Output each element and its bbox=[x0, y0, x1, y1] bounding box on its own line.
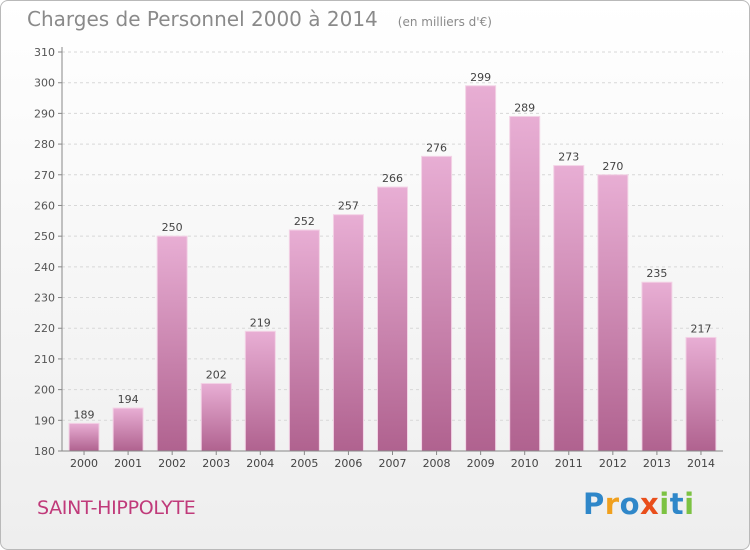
value-label-2002: 250 bbox=[162, 221, 183, 234]
x-tick-label-2006: 2006 bbox=[334, 457, 362, 470]
y-tick-label: 260 bbox=[34, 199, 55, 212]
bar-2011 bbox=[553, 165, 585, 452]
value-label-2000: 189 bbox=[74, 408, 95, 421]
value-label-2001: 194 bbox=[118, 393, 139, 406]
y-tick-label: 250 bbox=[34, 230, 55, 243]
logo-letter: P bbox=[583, 487, 605, 521]
axes bbox=[58, 47, 723, 455]
bar-2008 bbox=[421, 155, 453, 452]
bar-2007 bbox=[377, 186, 408, 452]
commune-name: SAINT-HIPPOLYTE bbox=[37, 497, 196, 519]
y-tick-label: 270 bbox=[34, 169, 55, 182]
x-tick-label-2001: 2001 bbox=[114, 457, 142, 470]
value-label-2007: 266 bbox=[382, 172, 403, 185]
chart-title: Charges de Personnel 2000 à 2014 bbox=[27, 7, 378, 31]
value-label-2003: 202 bbox=[206, 368, 227, 381]
y-tick-label: 200 bbox=[34, 384, 55, 397]
x-tick-label-2007: 2007 bbox=[379, 457, 407, 470]
y-tick-label: 240 bbox=[34, 261, 55, 274]
bar-2013 bbox=[641, 281, 673, 452]
x-tick-label-2008: 2008 bbox=[423, 457, 451, 470]
value-label-2006: 257 bbox=[338, 200, 359, 213]
logo-letter: i bbox=[684, 487, 695, 521]
x-tick-label-2004: 2004 bbox=[246, 457, 274, 470]
bar-2006 bbox=[332, 214, 364, 452]
bar-2012 bbox=[597, 174, 629, 452]
y-tick-label: 300 bbox=[34, 77, 55, 90]
proxiti-logo: Proxiti bbox=[583, 487, 695, 521]
value-label-2004: 219 bbox=[250, 316, 271, 329]
x-tick-label-2014: 2014 bbox=[687, 457, 715, 470]
x-tick-label-2005: 2005 bbox=[290, 457, 318, 470]
x-tick-label-2009: 2009 bbox=[467, 457, 495, 470]
logo-letter: r bbox=[604, 487, 620, 521]
title-row: Charges de Personnel 2000 à 2014 (en mill… bbox=[27, 7, 492, 31]
x-tick-label-2012: 2012 bbox=[599, 457, 627, 470]
bar-2004 bbox=[244, 330, 276, 452]
bar-2014 bbox=[685, 336, 717, 452]
x-tick-label-2003: 2003 bbox=[202, 457, 230, 470]
value-label-2010: 289 bbox=[514, 101, 535, 114]
bar-2005 bbox=[288, 229, 320, 452]
chart-subtitle: (en milliers d'€) bbox=[397, 15, 492, 29]
y-tick-label: 290 bbox=[34, 107, 55, 120]
value-label-2014: 217 bbox=[690, 322, 711, 335]
logo-letter: o bbox=[619, 487, 641, 521]
y-tick-label: 310 bbox=[34, 46, 55, 59]
x-tick-label-2011: 2011 bbox=[555, 457, 583, 470]
bars bbox=[68, 85, 717, 452]
bar-2000 bbox=[68, 422, 100, 452]
bar-2009 bbox=[465, 85, 497, 452]
bar-2003 bbox=[200, 382, 232, 452]
value-label-2008: 276 bbox=[426, 141, 447, 154]
bar-2002 bbox=[156, 235, 188, 452]
x-tick-label-2013: 2013 bbox=[643, 457, 671, 470]
y-tick-label: 280 bbox=[34, 138, 55, 151]
y-tick-label: 220 bbox=[34, 322, 55, 335]
y-tick-label: 230 bbox=[34, 292, 55, 305]
y-tick-label: 190 bbox=[34, 414, 55, 427]
x-tick-label-2002: 2002 bbox=[158, 457, 186, 470]
y-tick-label: 180 bbox=[34, 445, 55, 458]
value-label-2011: 273 bbox=[558, 151, 579, 164]
logo-letter: t bbox=[669, 487, 685, 521]
logo-letter: x bbox=[640, 487, 660, 521]
value-label-2013: 235 bbox=[646, 267, 667, 280]
y-tick-label: 210 bbox=[34, 353, 55, 366]
labels: 180 190 200 210 220 230 240 250 260 270 280 290 300 3… bbox=[34, 46, 715, 470]
value-label-2005: 252 bbox=[294, 215, 315, 228]
value-label-2009: 299 bbox=[470, 71, 491, 84]
logo-letter: i bbox=[659, 487, 670, 521]
bar-2010 bbox=[509, 115, 541, 452]
bar-2001 bbox=[112, 407, 144, 452]
x-tick-label-2010: 2010 bbox=[511, 457, 539, 470]
x-tick-label-2000: 2000 bbox=[70, 457, 98, 470]
value-label-2012: 270 bbox=[602, 160, 623, 173]
